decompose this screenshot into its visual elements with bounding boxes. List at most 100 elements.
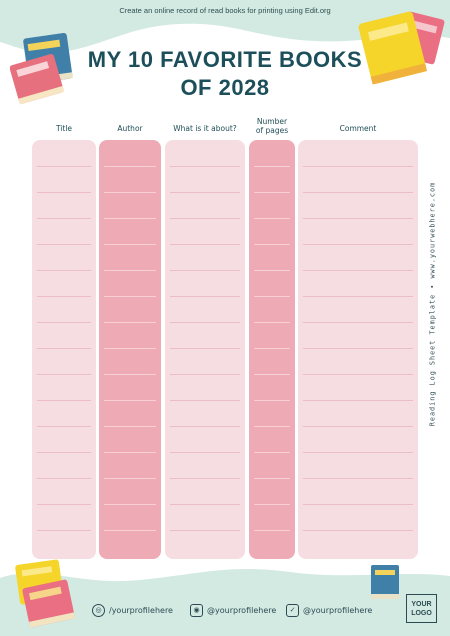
books-top-left-icon	[10, 33, 73, 105]
page-title: MY 10 FAVORITE BOOKS OF 2028	[87, 47, 363, 100]
ruled-line	[303, 452, 413, 453]
ruled-line	[170, 166, 240, 167]
ruled-line	[170, 270, 240, 271]
ruled-line	[170, 348, 240, 349]
ruled-line	[37, 478, 91, 479]
ruled-line	[104, 504, 156, 505]
ruled-line	[37, 348, 91, 349]
ruled-line	[303, 296, 413, 297]
ruled-line	[170, 374, 240, 375]
social-website[interactable]: ◎ /yourprofilehere	[92, 604, 173, 617]
ruled-line	[104, 530, 156, 531]
ruled-line	[170, 296, 240, 297]
ruled-line	[170, 504, 240, 505]
ruled-line	[37, 270, 91, 271]
ruled-line	[170, 426, 240, 427]
ruled-line	[303, 426, 413, 427]
column-header-comment: Comment	[339, 124, 377, 133]
bottom-wave	[0, 569, 450, 636]
ruled-line	[37, 374, 91, 375]
ruled-line	[104, 192, 156, 193]
globe-icon: ◎	[92, 604, 105, 617]
ruled-line	[37, 218, 91, 219]
ruled-line	[170, 244, 240, 245]
ruled-line	[104, 400, 156, 401]
ruled-line	[104, 452, 156, 453]
ruled-line	[104, 166, 156, 167]
books-bottom-left-icon	[15, 559, 76, 628]
ruled-line	[254, 218, 290, 219]
books-top-right-icon	[358, 11, 445, 85]
ruled-line	[254, 192, 290, 193]
ruled-line	[37, 244, 91, 245]
ruled-line	[303, 218, 413, 219]
column-header-title: Title	[55, 124, 73, 133]
ruled-line	[170, 400, 240, 401]
column-title[interactable]	[32, 140, 96, 559]
ruled-line	[254, 374, 290, 375]
ruled-line	[37, 400, 91, 401]
ruled-line	[254, 348, 290, 349]
ruled-line	[303, 348, 413, 349]
ruled-line	[254, 166, 290, 167]
ruled-line	[303, 270, 413, 271]
column-header-author: Author	[117, 124, 143, 133]
ruled-line	[37, 530, 91, 531]
ruled-line	[254, 530, 290, 531]
logo-placeholder: YOUR LOGO	[406, 594, 437, 623]
ruled-line	[170, 530, 240, 531]
ruled-line	[170, 478, 240, 479]
ruled-line	[303, 400, 413, 401]
ruled-line	[303, 374, 413, 375]
social-instagram[interactable]: ◉ @yourprofilehere	[190, 604, 276, 617]
column-about[interactable]	[165, 140, 245, 559]
social-twitter[interactable]: ✓ @yourprofilehere	[286, 604, 372, 617]
ruled-line	[170, 452, 240, 453]
ruled-line	[303, 244, 413, 245]
ruled-line	[37, 166, 91, 167]
ruled-line	[104, 478, 156, 479]
ruled-line	[170, 218, 240, 219]
ruled-line	[104, 348, 156, 349]
ruled-line	[37, 452, 91, 453]
ruled-line	[37, 426, 91, 427]
ruled-line	[254, 452, 290, 453]
side-website-text: Reading Log Sheet Template • www.yourweb…	[428, 181, 437, 427]
column-pages[interactable]	[249, 140, 295, 559]
ruled-line	[104, 374, 156, 375]
ruled-line	[303, 504, 413, 505]
ruled-line	[254, 270, 290, 271]
column-header-pages: Number of pages	[255, 117, 289, 135]
ruled-line	[254, 400, 290, 401]
ruled-line	[254, 426, 290, 427]
ruled-line	[254, 296, 290, 297]
ruled-line	[104, 296, 156, 297]
ruled-line	[37, 192, 91, 193]
ruled-line	[303, 478, 413, 479]
ruled-line	[37, 296, 91, 297]
column-comment[interactable]	[298, 140, 418, 559]
ruled-line	[170, 192, 240, 193]
ruled-line	[104, 218, 156, 219]
ruled-line	[37, 504, 91, 505]
ruled-line	[104, 244, 156, 245]
ruled-line	[303, 530, 413, 531]
ruled-line	[254, 504, 290, 505]
ruled-line	[254, 244, 290, 245]
book-bottom-right-icon	[371, 565, 399, 599]
ruled-line	[104, 322, 156, 323]
ruled-line	[303, 166, 413, 167]
edit-org-banner[interactable]: Create an online record of read books fo…	[119, 6, 331, 15]
column-header-about: What is it about?	[173, 124, 237, 133]
ruled-line	[303, 192, 413, 193]
ruled-line	[254, 478, 290, 479]
ruled-line	[37, 322, 91, 323]
ruled-line	[104, 426, 156, 427]
ruled-line	[104, 270, 156, 271]
ruled-line	[254, 322, 290, 323]
instagram-icon: ◉	[190, 604, 203, 617]
column-author[interactable]	[99, 140, 161, 559]
top-wave	[0, 0, 450, 53]
ruled-line	[170, 322, 240, 323]
twitter-icon: ✓	[286, 604, 299, 617]
